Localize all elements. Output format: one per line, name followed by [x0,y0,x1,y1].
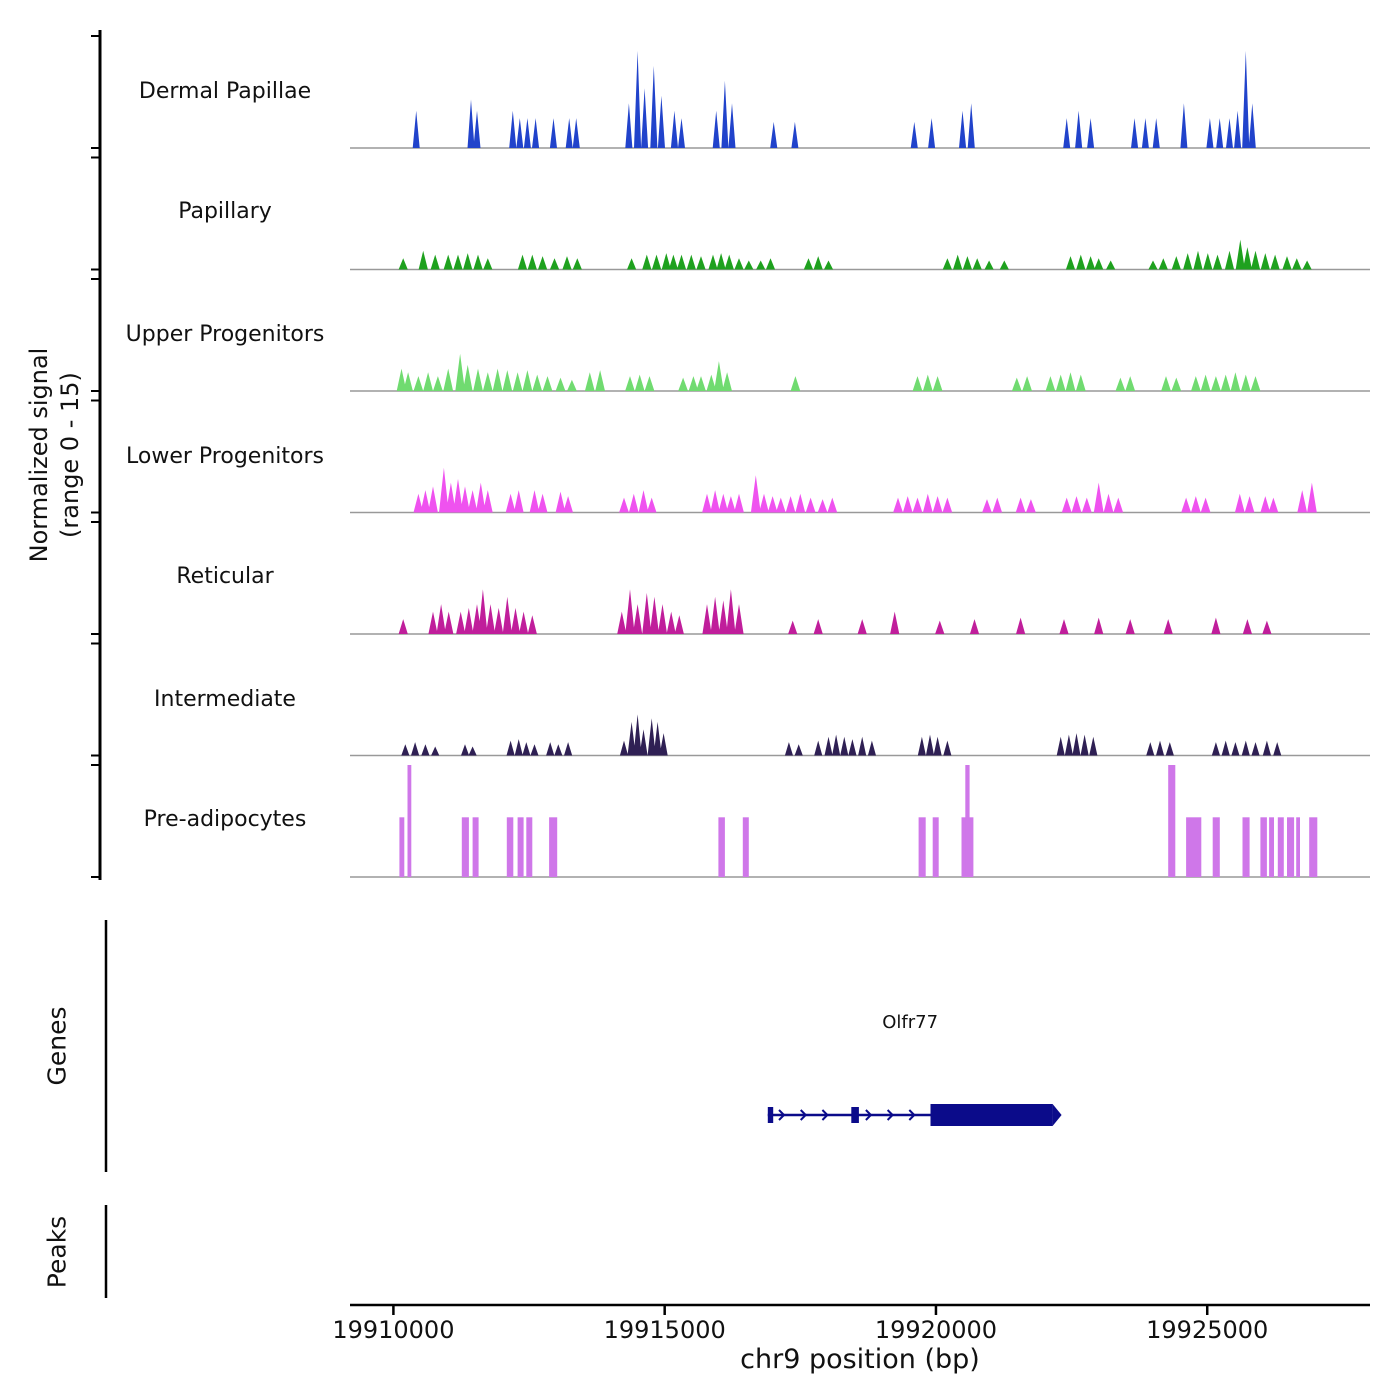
track-label-lower-progenitors: Lower Progenitors [126,444,324,469]
x-axis-label: chr9 position (bp) [740,1344,980,1375]
peaks-section-label: Peaks [42,1215,72,1289]
x-tick-label-19925000: 19925000 [1146,1316,1269,1344]
genes-section-label: Genes [42,1006,72,1086]
gene-name-label: Olfr77 [882,1012,939,1033]
track-label-papillary: Papillary [178,199,272,224]
x-tick-label-19915000: 19915000 [603,1316,726,1344]
track-label-dermal-papillae: Dermal Papillae [138,79,312,104]
x-tick-label-19920000: 19920000 [874,1316,998,1344]
track-label-upper-progenitors: Upper Progenitors [125,322,325,347]
track-label-intermediate: Intermediate [154,687,296,712]
y-axis-label-line1: Normalized signal [24,347,53,563]
x-tick-label-19910000: 19910000 [332,1316,455,1344]
y-axis-label: Normalized signal (range 0 - 15) [24,348,86,563]
track-label-reticular: Reticular [176,564,274,589]
y-axis-label-line2: (range 0 - 15) [56,372,84,538]
track-label-pre-adipocytes: Pre-adipocytes [143,807,307,832]
